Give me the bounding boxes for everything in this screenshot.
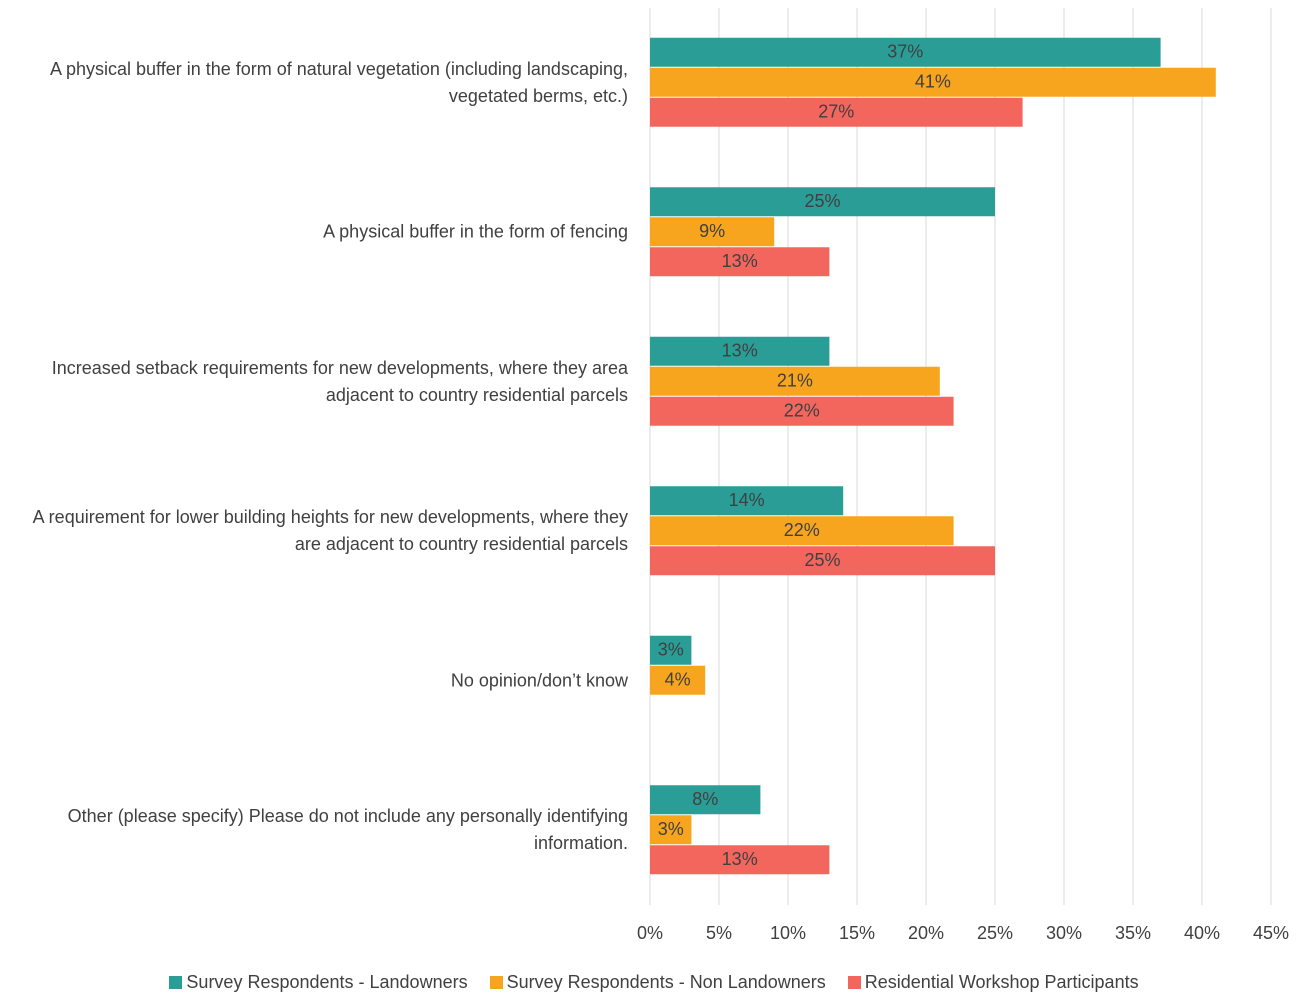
data-label: 3% — [658, 819, 684, 839]
legend-item: Residential Workshop Participants — [847, 972, 1139, 993]
category-label: A physical buffer in the form of fencing — [323, 221, 628, 242]
category-label: A physical buffer in the form of natural… — [49, 58, 628, 106]
bar — [650, 187, 995, 217]
data-label: 3% — [658, 640, 684, 660]
legend-label: Survey Respondents - Landowners — [186, 972, 468, 992]
bar — [650, 845, 830, 875]
category-label: No opinion/don’t know — [450, 670, 628, 691]
x-tick-label: 40% — [1184, 923, 1220, 943]
legend-item: Survey Respondents - Landowners — [169, 972, 468, 993]
legend-label: Residential Workshop Participants — [864, 972, 1139, 992]
x-tick-label: 35% — [1115, 923, 1151, 943]
data-label: 27% — [818, 102, 854, 122]
x-tick-label: 45% — [1253, 923, 1289, 943]
legend-swatch — [489, 976, 503, 989]
x-tick-label: 25% — [977, 923, 1013, 943]
legend: Survey Respondents - Landowners Survey Re… — [0, 972, 1308, 993]
legend-item: Survey Respondents - Non Landowners — [489, 972, 826, 993]
bar — [650, 366, 940, 396]
bar — [650, 67, 1216, 97]
data-label: 41% — [915, 72, 951, 92]
bar — [650, 815, 692, 845]
bar — [650, 396, 954, 426]
data-label: 9% — [699, 221, 725, 241]
bar — [650, 516, 954, 546]
legend-swatch — [169, 976, 183, 989]
data-label: 22% — [784, 401, 820, 421]
data-label: 13% — [722, 251, 758, 271]
bar — [650, 217, 775, 247]
bar — [650, 785, 761, 815]
bar — [650, 635, 692, 665]
bar — [650, 37, 1161, 67]
x-tick-label: 5% — [706, 923, 732, 943]
data-label: 8% — [692, 789, 718, 809]
legend-swatch — [847, 976, 861, 989]
bar — [650, 336, 830, 366]
x-tick-label: 10% — [770, 923, 806, 943]
x-tick-label: 0% — [637, 923, 663, 943]
x-tick-label: 20% — [908, 923, 944, 943]
data-label: 13% — [722, 849, 758, 869]
data-label: 14% — [729, 490, 765, 510]
bar — [650, 97, 1023, 127]
data-label: 21% — [777, 371, 813, 391]
data-label: 25% — [804, 191, 840, 211]
x-tick-label: 15% — [839, 923, 875, 943]
data-label: 4% — [665, 670, 691, 690]
data-label: 37% — [887, 42, 923, 62]
category-label: Increased setback requirements for new d… — [51, 357, 628, 405]
category-label: A requirement for lower building heights… — [32, 507, 628, 555]
data-label: 25% — [804, 550, 840, 570]
bar — [650, 486, 844, 516]
bar — [650, 247, 830, 277]
bar — [650, 546, 995, 576]
x-tick-label: 30% — [1046, 923, 1082, 943]
legend-label: Survey Respondents - Non Landowners — [506, 972, 826, 992]
category-label: Other (please specify) Please do not inc… — [67, 806, 628, 854]
bar — [650, 665, 706, 695]
data-label: 13% — [722, 341, 758, 361]
data-label: 22% — [784, 520, 820, 540]
